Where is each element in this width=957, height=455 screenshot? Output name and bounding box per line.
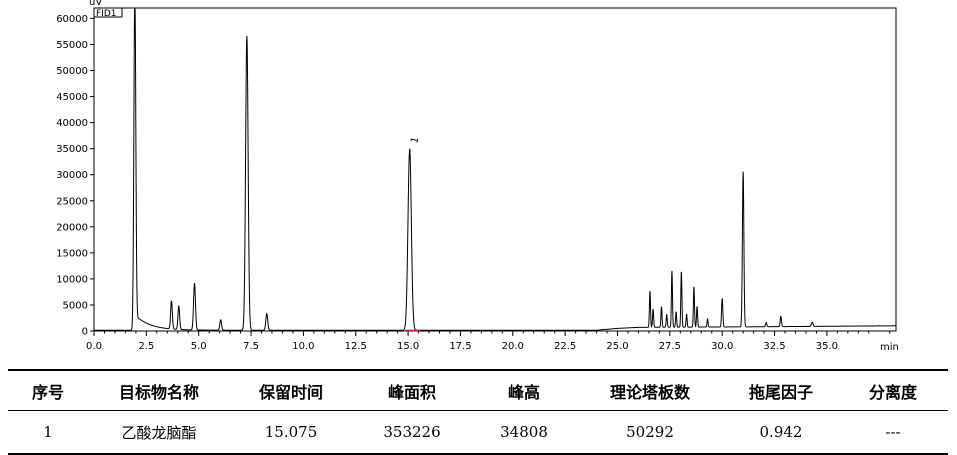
y-axis: 0 5000 10000 15000 20000 25000 30000 35000 40000…	[56, 14, 94, 338]
cell-peak-height: 34808	[500, 423, 548, 441]
x-tick-label: 30.0	[711, 341, 733, 352]
cell-theoretical-plates: 50292	[626, 423, 674, 441]
x-tick-label: 0.0	[86, 341, 102, 352]
cell-retention-time: 15.075	[264, 423, 318, 441]
chromatogram-trace	[94, 7, 896, 331]
x-tick-label: 25.0	[606, 341, 628, 352]
x-tick-label: 5.0	[191, 341, 207, 352]
y-tick-label: 0	[82, 327, 88, 338]
x-tick-label: 22.5	[554, 341, 576, 352]
x-tick-label: 7.5	[243, 341, 259, 352]
peak-label: 1	[409, 136, 421, 145]
x-tick-label: 20.0	[502, 341, 524, 352]
x-tick-label: 35.0	[816, 341, 838, 352]
header-resolution: 分离度	[868, 382, 917, 402]
y-tick-label: 30000	[56, 170, 88, 181]
x-tick-label: 27.5	[659, 341, 681, 352]
y-tick-label: 35000	[56, 144, 88, 155]
y-tick-label: 45000	[56, 92, 88, 103]
y-tick-label: 25000	[56, 196, 88, 207]
x-tick-label: 2.5	[138, 341, 154, 352]
detector-label: FID1	[96, 9, 117, 19]
y-tick-label: 5000	[63, 300, 88, 311]
table-header-row: 序号 目标物名称 保留时间 峰面积 峰高 理论塔板数 拖尾因子 分离度	[8, 370, 948, 411]
header-index: 序号	[31, 382, 64, 402]
header-peak-height: 峰高	[507, 382, 540, 402]
chromatogram-chart: uV FID1 0 5000 10000 15000 20000 25000 30000 35…	[56, 0, 899, 353]
y-tick-label: 10000	[56, 274, 88, 285]
x-tick-label: 32.5	[763, 341, 785, 352]
y-tick-label: 20000	[56, 222, 88, 233]
x-axis: 0.0 2.5 5.0 7.5 10.0 12.5 15.0 17.5 20.0 22.5 25.0…	[86, 331, 891, 352]
cell-resolution: ---	[885, 423, 901, 441]
y-tick-label: 55000	[56, 40, 88, 51]
table-row: 1 乙酸龙脑酯 15.075 353226 34808 50292 0.942 …	[8, 411, 948, 454]
cell-peak-area: 353226	[383, 423, 441, 441]
y-axis-unit: uV	[89, 0, 102, 8]
cell-tailing-factor: 0.942	[759, 423, 803, 441]
cell-index: 1	[43, 423, 53, 441]
header-theoretical-plates: 理论塔板数	[609, 382, 690, 402]
detector-label-box	[93, 7, 123, 18]
y-tick-label: 60000	[56, 14, 88, 25]
y-tick-label: 40000	[56, 118, 88, 129]
header-compound-name: 目标物名称	[118, 382, 199, 402]
header-peak-area: 峰面积	[387, 382, 436, 402]
header-retention-time: 保留时间	[258, 382, 323, 402]
x-tick-label: 10.0	[292, 341, 314, 352]
y-tick-label: 15000	[56, 248, 88, 259]
plot-frame	[93, 7, 897, 332]
x-tick-label: 15.0	[397, 341, 419, 352]
results-table: 序号 目标物名称 保留时间 峰面积 峰高 理论塔板数 拖尾因子 分离度 1 乙酸…	[8, 369, 948, 455]
x-tick-label: 17.5	[449, 341, 471, 352]
x-axis-unit: min	[880, 342, 899, 353]
y-tick-label: 50000	[56, 66, 88, 77]
x-tick-label: 12.5	[345, 341, 367, 352]
header-tailing-factor: 拖尾因子	[748, 382, 813, 402]
cell-compound-name: 乙酸龙脑酯	[121, 423, 197, 442]
